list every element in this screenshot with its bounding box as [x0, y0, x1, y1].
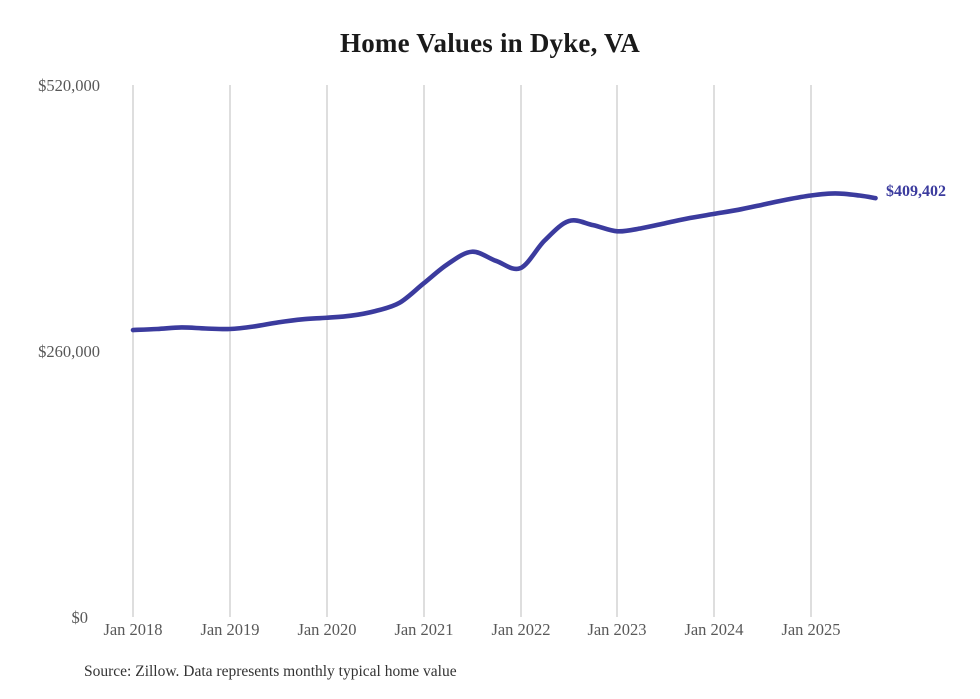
x-axis-tick-jan-2025: Jan 2025 — [781, 620, 841, 639]
y-axis-tick-bottom: $0 — [71, 608, 89, 627]
end-value-annotation: $409,402 — [886, 183, 946, 200]
gridlines — [132, 85, 812, 617]
x-axis-tick-jan-2019: Jan 2019 — [200, 620, 260, 639]
chart-title: Home Values in Dyke, VA — [340, 28, 640, 58]
y-axis-tick-top: $520,000 — [38, 76, 100, 95]
x-axis-tick-jan-2022: Jan 2022 — [491, 620, 551, 639]
source-note: Source: Zillow. Data represents monthly … — [84, 663, 457, 680]
y-axis-tick-mid: $260,000 — [38, 342, 100, 361]
x-axis-tick-jan-2020: Jan 2020 — [297, 620, 357, 639]
x-axis-tick-jan-2024: Jan 2024 — [684, 620, 744, 639]
value-line-series — [130, 191, 878, 333]
x-axis-tick-jan-2023: Jan 2023 — [587, 620, 647, 639]
x-axis-tick-jan-2021: Jan 2021 — [394, 620, 454, 639]
x-axis-tick-jan-2018: Jan 2018 — [103, 620, 163, 639]
